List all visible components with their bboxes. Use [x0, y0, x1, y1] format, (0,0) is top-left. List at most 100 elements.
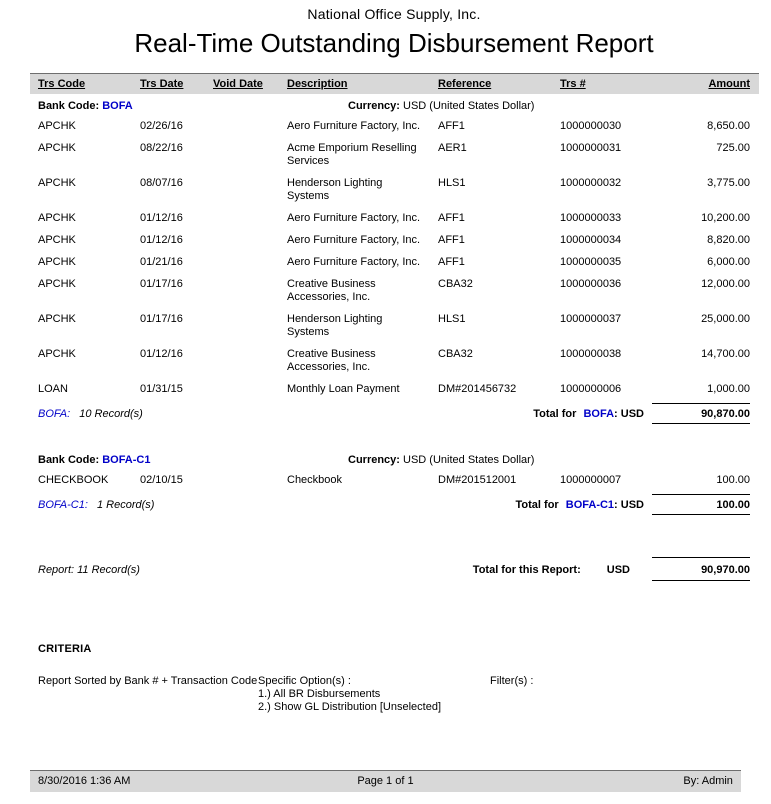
table-row: APCHK 01/12/16 Aero Furniture Factory, I… [38, 230, 750, 252]
cell-trs-date: 01/12/16 [140, 234, 183, 246]
cell-void-date [213, 120, 287, 133]
criteria-options: Specific Option(s) : 1.) All BR Disburse… [258, 675, 490, 714]
cell-void-date [213, 212, 287, 225]
currency-line: Currency: USD (United States Dollar) [348, 100, 534, 112]
group-total-row: BOFA-C1: 1 Record(s) Total for BOFA-C1: … [38, 494, 750, 515]
cell-trs-code: APCHK [38, 142, 76, 154]
group-total-amount: 90,870.00 [652, 403, 750, 424]
bank-code-value[interactable]: BOFA [102, 100, 133, 112]
cell-trs-code: APCHK [38, 278, 76, 290]
currency-value: USD (United States Dollar) [403, 100, 535, 112]
cell-trs-code: LOAN [38, 383, 68, 395]
cell-amount: 10,200.00 [701, 212, 750, 224]
cell-reference: HLS1 [438, 313, 466, 325]
cell-trs-date: 02/26/16 [140, 120, 183, 132]
cell-trs-code: APCHK [38, 256, 76, 268]
cell-trs-number: 1000000038 [560, 348, 622, 360]
cell-description: Aero Furniture Factory, Inc. [287, 212, 421, 224]
cell-trs-code: APCHK [38, 348, 76, 360]
cell-description: Aero Furniture Factory, Inc. [287, 120, 421, 132]
cell-reference: HLS1 [438, 177, 466, 189]
cell-reference: DM#201456732 [438, 383, 517, 395]
group-record-count-text: 1 Record(s) [96, 499, 155, 511]
cell-trs-number: 1000000036 [560, 278, 622, 290]
cell-trs-number: 1000000030 [560, 120, 622, 132]
table-row: APCHK 08/22/16 Acme Emporium Reselling S… [38, 138, 750, 173]
bank-code-value[interactable]: BOFA-C1 [102, 454, 151, 466]
cell-trs-date: 01/17/16 [140, 278, 183, 290]
group-total-amount: 100.00 [652, 494, 750, 515]
cell-reference: DM#201512001 [438, 474, 517, 486]
table-row: APCHK 01/17/16 Creative Business Accesso… [38, 274, 750, 309]
cell-void-date [213, 177, 287, 203]
column-header-trs-date: Trs Date [140, 78, 184, 90]
table-row: APCHK 01/21/16 Aero Furniture Factory, I… [38, 252, 750, 274]
currency-line: Currency: USD (United States Dollar) [348, 454, 534, 466]
cell-description: Acme Emporium Reselling Services [287, 142, 417, 167]
group-total-bank-link[interactable]: BOFA [583, 408, 615, 420]
cell-description: Monthly Loan Payment [287, 383, 400, 395]
cell-trs-number: 1000000007 [560, 474, 622, 486]
cell-trs-number: 1000000006 [560, 383, 622, 395]
column-header-trs-code: Trs Code [38, 78, 86, 90]
cell-trs-number: 1000000035 [560, 256, 622, 268]
report-title: Real-Time Outstanding Disbursement Repor… [134, 28, 654, 58]
group-record-count-text: 10 Record(s) [79, 408, 143, 420]
cell-amount: 8,820.00 [707, 234, 750, 246]
group-record-bank-link[interactable]: BOFA: [38, 408, 71, 420]
cell-trs-number: 1000000032 [560, 177, 622, 189]
report-total-label: Total for this Report: [472, 564, 581, 576]
group-total-bank-link[interactable]: BOFA-C1 [565, 499, 615, 511]
group-record-count: BOFA-C1: 1 Record(s) [38, 494, 516, 511]
table-body: CHECKBOOK 02/10/15 Checkbook DM#20151200… [38, 470, 750, 492]
report-total-currency: USD [606, 564, 630, 576]
currency-label: Currency: [348, 454, 400, 466]
cell-description: Creative Business Accessories, Inc. [287, 348, 376, 373]
group-total-row: BOFA: 10 Record(s) Total for BOFA: USD 9… [38, 403, 750, 424]
cell-trs-date: 01/21/16 [140, 256, 183, 268]
cell-amount: 25,000.00 [701, 313, 750, 325]
cell-trs-number: 1000000034 [560, 234, 622, 246]
cell-void-date [213, 474, 287, 487]
footer-datetime: 8/30/2016 1:36 AM [38, 775, 131, 787]
cell-trs-date: 01/12/16 [140, 348, 183, 360]
currency-label: Currency: [348, 100, 400, 112]
cell-void-date [213, 234, 287, 247]
report-record-count: Report: 11 Record(s) [38, 564, 140, 576]
column-header-amount: Amount [708, 78, 750, 90]
cell-amount: 3,775.00 [707, 177, 750, 189]
footer-printed-by: By: Admin [683, 775, 733, 787]
criteria-sorted-by: Report Sorted by Bank # + Transaction Co… [38, 675, 258, 687]
cell-amount: 8,650.00 [707, 120, 750, 132]
cell-trs-number: 1000000037 [560, 313, 622, 325]
column-header-reference: Reference [438, 78, 492, 90]
cell-trs-date: 08/07/16 [140, 177, 183, 189]
cell-trs-date: 02/10/15 [140, 474, 183, 486]
cell-amount: 12,000.00 [701, 278, 750, 290]
cell-trs-date: 08/22/16 [140, 142, 183, 154]
cell-trs-code: APCHK [38, 120, 76, 132]
bank-group-header: Bank Code: BOFA-C1 Currency: USD (United… [38, 448, 750, 470]
table-row: APCHK 01/17/16 Henderson Lighting System… [38, 309, 750, 344]
cell-description: Aero Furniture Factory, Inc. [287, 234, 421, 246]
cell-amount: 14,700.00 [701, 348, 750, 360]
criteria-option: 2.) Show GL Distribution [Unselected] [258, 701, 442, 713]
report-total-amount: 90,970.00 [652, 557, 750, 581]
criteria-specific-options-label: Specific Option(s) : [258, 675, 351, 687]
report-total-row: Report: 11 Record(s) Total for this Repo… [38, 557, 750, 581]
group-record-bank-link[interactable]: BOFA-C1: [38, 499, 88, 511]
table-row: CHECKBOOK 02/10/15 Checkbook DM#20151200… [38, 470, 750, 492]
table-header-row: Trs Code Trs Date Void Date Description … [30, 73, 759, 94]
cell-description: Checkbook [287, 474, 343, 486]
report-footer: 8/30/2016 1:36 AM Page 1 of 1 By: Admin [30, 770, 741, 792]
cell-reference: CBA32 [438, 278, 473, 290]
cell-trs-number: 1000000033 [560, 212, 622, 224]
cell-amount: 725.00 [716, 142, 750, 154]
cell-description: Henderson Lighting Systems [287, 313, 383, 338]
cell-amount: 6,000.00 [707, 256, 750, 268]
column-header-description: Description [287, 78, 348, 90]
table-row: APCHK 01/12/16 Aero Furniture Factory, I… [38, 208, 750, 230]
cell-trs-code: APCHK [38, 177, 76, 189]
cell-void-date [213, 256, 287, 269]
